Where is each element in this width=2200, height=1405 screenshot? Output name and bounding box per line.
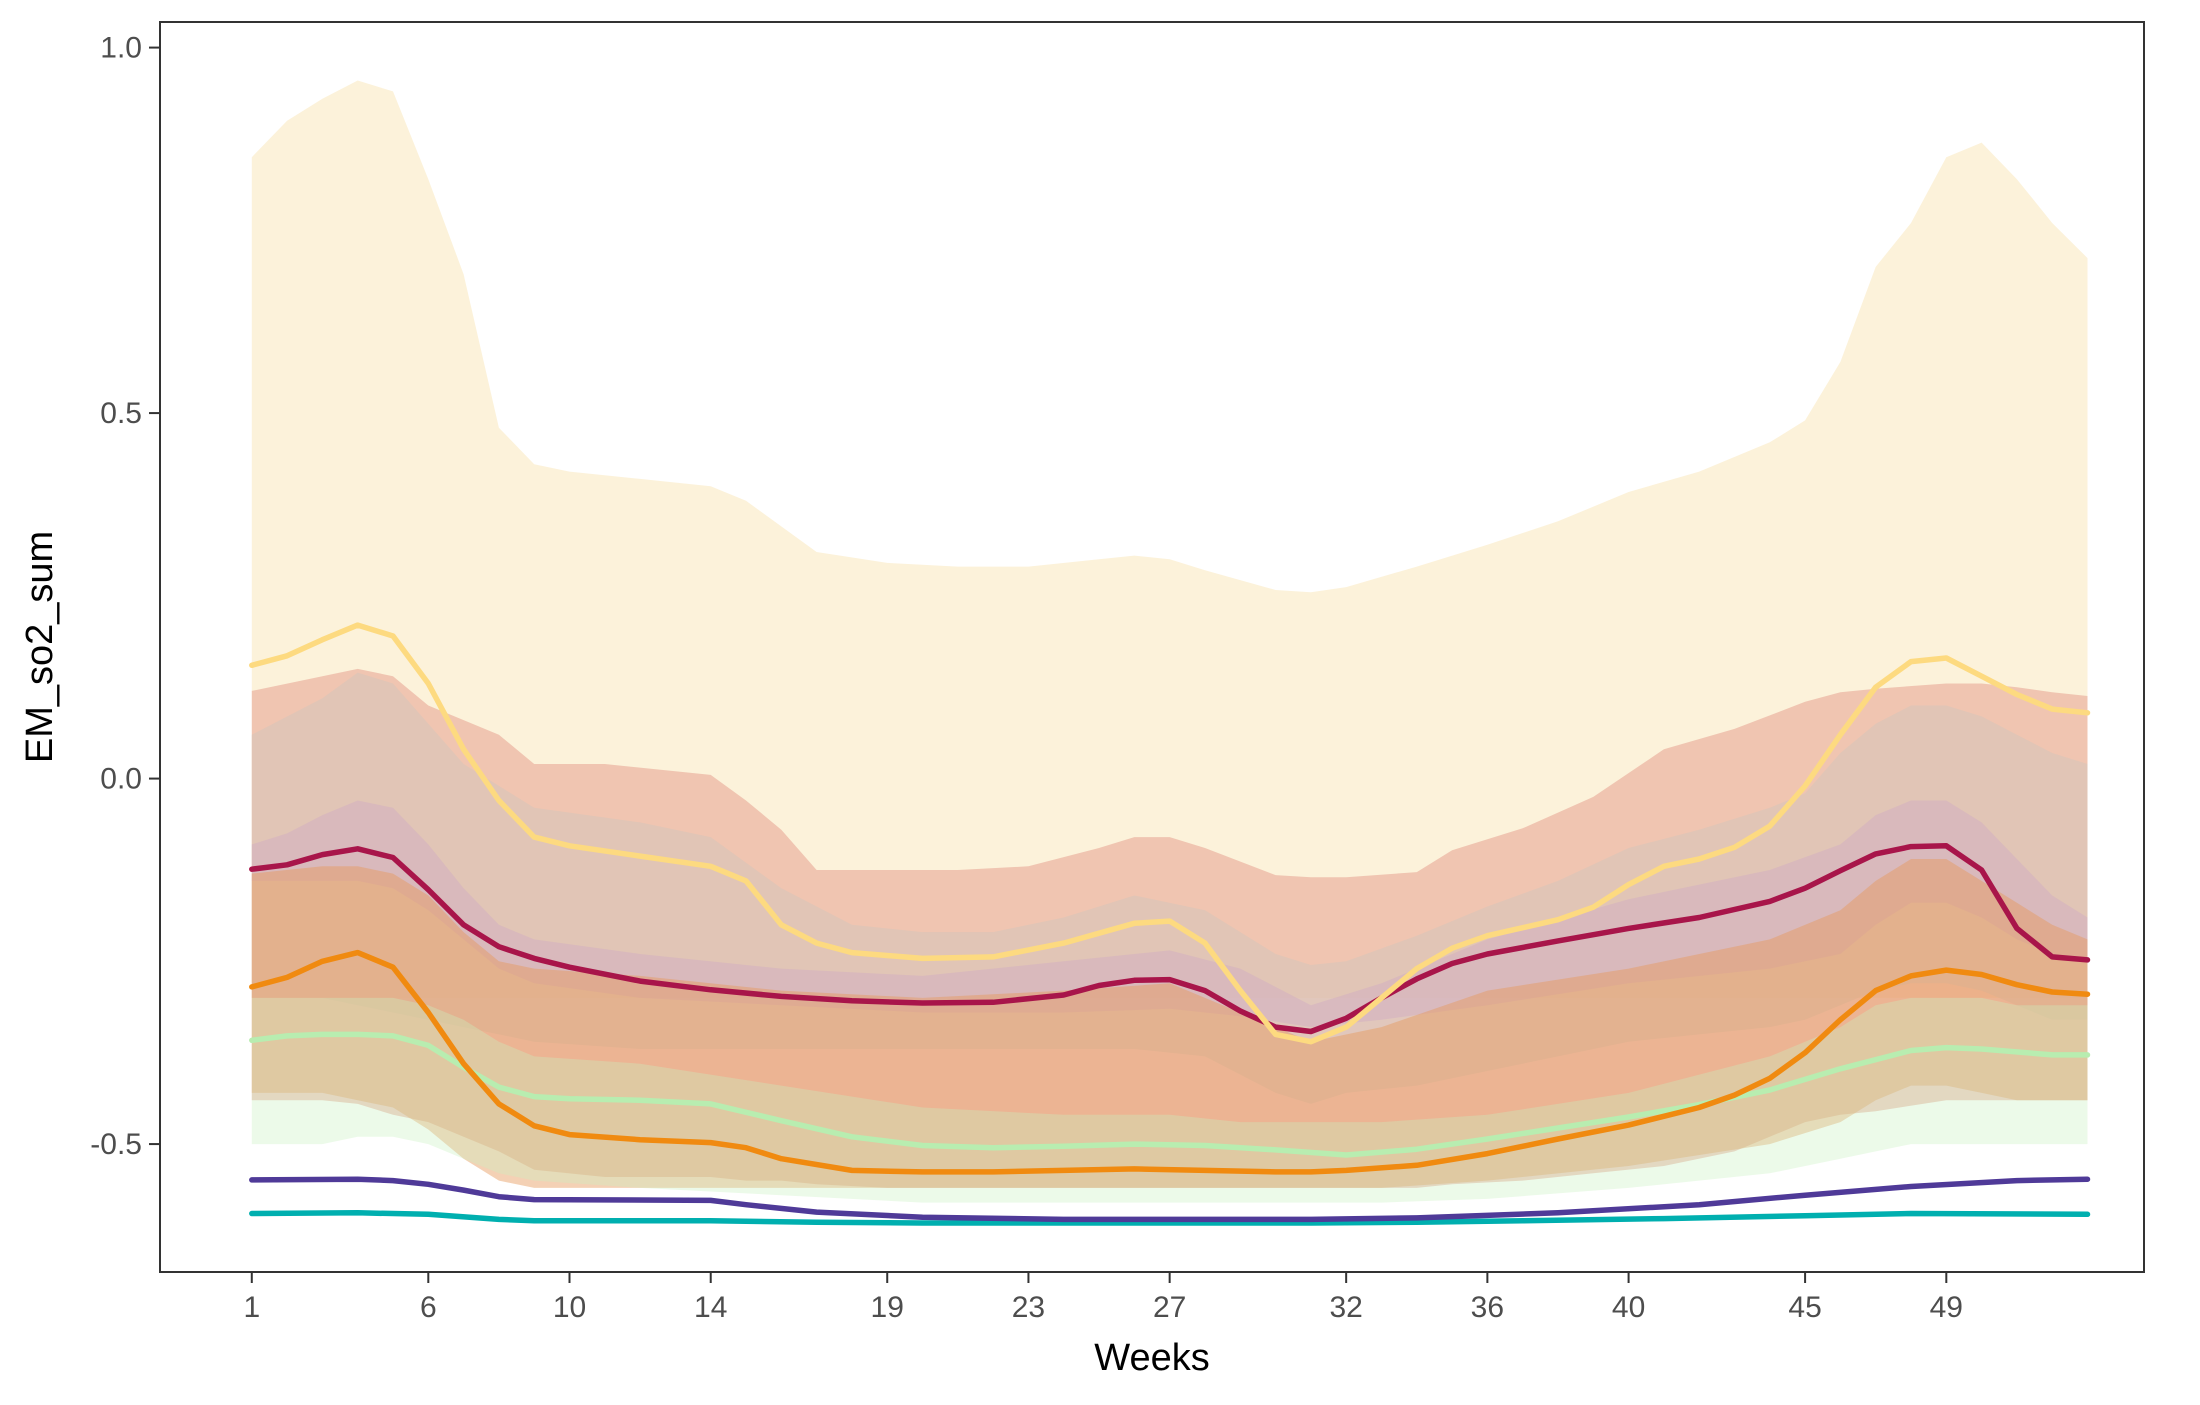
x-tick-label: 10 [553, 1291, 586, 1324]
series-line-3 [249, 1031, 2091, 1158]
x-tick-label: 40 [1612, 1291, 1645, 1324]
series-line-6 [249, 622, 2091, 1045]
band-4 [251, 800, 2088, 1028]
x-tick-label: 19 [871, 1291, 904, 1324]
y-axis: 1.0 0.5 0.0 -0.5 [90, 32, 160, 1161]
x-tick-label: 36 [1471, 1291, 1504, 1324]
x-tick-label: 27 [1153, 1291, 1186, 1324]
series-line-2 [249, 1176, 2091, 1223]
confidence-bands [251, 80, 2088, 1203]
x-tick-label: 49 [1930, 1291, 1963, 1324]
y-tick-label: -0.5 [90, 1128, 142, 1161]
y-tick-label: 1.0 [100, 32, 142, 65]
series-line-1 [249, 1210, 2091, 1226]
series-lines [249, 622, 2091, 1226]
x-tick-label: 1 [243, 1291, 260, 1324]
y-tick-label: 0.5 [100, 397, 142, 430]
y-axis-title: EM_so2_sum [19, 531, 61, 763]
x-tick-label: 6 [420, 1291, 437, 1324]
plot-border [159, 21, 2145, 1273]
series-line-4 [249, 949, 2091, 1175]
x-tick-label: 32 [1329, 1291, 1362, 1324]
x-tick-label: 14 [694, 1291, 727, 1324]
y-tick-label: 0.0 [100, 763, 142, 796]
series-line-5 [249, 843, 2091, 1035]
x-axis: 1 6 10 14 19 23 27 32 36 40 45 49 [243, 1272, 1963, 1324]
band-6 [251, 997, 2088, 1203]
x-tick-label: 45 [1788, 1291, 1821, 1324]
x-tick-label: 23 [1012, 1291, 1045, 1324]
band-1 [251, 80, 2088, 998]
x-axis-title: Weeks [1094, 1337, 1209, 1379]
band-3 [251, 672, 2088, 1104]
